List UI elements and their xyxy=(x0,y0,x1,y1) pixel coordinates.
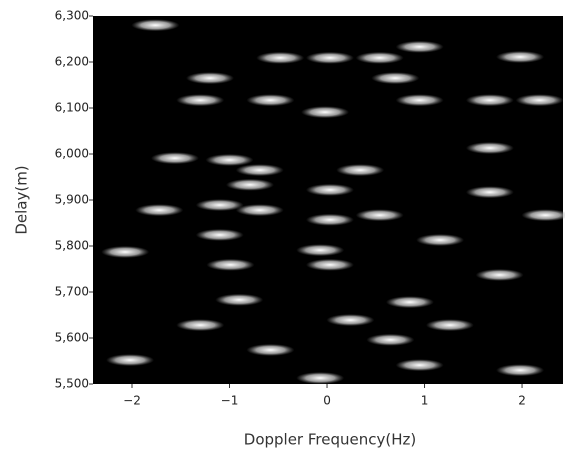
intensity-blob xyxy=(425,319,474,332)
intensity-blob xyxy=(416,234,465,247)
intensity-blob xyxy=(336,164,385,177)
intensity-blob xyxy=(131,19,180,32)
intensity-blob xyxy=(256,51,305,64)
intensity-blob xyxy=(246,343,295,356)
y-tick-label: 6,100 xyxy=(55,101,89,115)
intensity-blob xyxy=(195,228,244,241)
x-tick-label: −1 xyxy=(221,394,239,408)
intensity-blob xyxy=(186,72,235,85)
intensity-blob xyxy=(215,293,264,306)
intensity-blob xyxy=(205,153,254,166)
x-tick-label: −2 xyxy=(123,394,141,408)
intensity-blob xyxy=(465,94,514,107)
y-axis-title: Delay(m) xyxy=(13,165,31,234)
intensity-blob xyxy=(296,244,345,257)
intensity-blob xyxy=(395,40,444,53)
intensity-blob xyxy=(355,209,404,222)
intensity-blob xyxy=(176,94,225,107)
intensity-blob xyxy=(305,51,354,64)
intensity-blob xyxy=(465,186,514,199)
x-tick-label: 1 xyxy=(421,394,429,408)
y-tick-label: 5,800 xyxy=(55,239,89,253)
intensity-blob xyxy=(305,213,354,226)
intensity-blob xyxy=(106,354,155,367)
y-tick-label: 6,000 xyxy=(55,147,89,161)
intensity-blob xyxy=(385,296,434,309)
intensity-blob xyxy=(366,333,415,346)
intensity-blob xyxy=(355,51,404,64)
intensity-blob xyxy=(235,164,284,177)
intensity-blob xyxy=(475,268,524,281)
intensity-blob xyxy=(395,94,444,107)
y-tick-label: 5,900 xyxy=(55,193,89,207)
intensity-blob xyxy=(225,178,274,191)
intensity-blob xyxy=(326,314,375,327)
intensity-blob xyxy=(395,359,444,372)
intensity-blob xyxy=(301,106,350,119)
intensity-blob xyxy=(296,372,345,385)
intensity-blob xyxy=(135,204,184,217)
y-tick-label: 6,300 xyxy=(55,9,89,23)
intensity-blob xyxy=(305,183,354,196)
y-tick-label: 5,600 xyxy=(55,331,89,345)
y-tick-label: 6,200 xyxy=(55,55,89,69)
intensity-blob xyxy=(206,258,255,271)
intensity-blob xyxy=(465,142,514,155)
x-tick-label: 0 xyxy=(323,394,331,408)
x-tick-label: 2 xyxy=(518,394,526,408)
intensity-blob xyxy=(176,319,225,332)
intensity-blob xyxy=(101,245,150,258)
intensity-blob xyxy=(150,152,199,165)
intensity-blob xyxy=(305,258,354,271)
y-tick-label: 5,500 xyxy=(55,377,89,391)
intensity-blob xyxy=(515,94,564,107)
intensity-blob xyxy=(195,199,244,212)
intensity-blob xyxy=(371,72,420,85)
intensity-blob xyxy=(246,94,295,107)
intensity-blob xyxy=(235,204,284,217)
intensity-blob xyxy=(496,364,545,377)
intensity-blob xyxy=(521,209,565,222)
intensity-blob xyxy=(496,50,545,63)
y-tick-label: 5,700 xyxy=(55,285,89,299)
plot-background xyxy=(93,16,563,384)
x-axis-title: Doppler Frequency(Hz) xyxy=(244,431,416,449)
